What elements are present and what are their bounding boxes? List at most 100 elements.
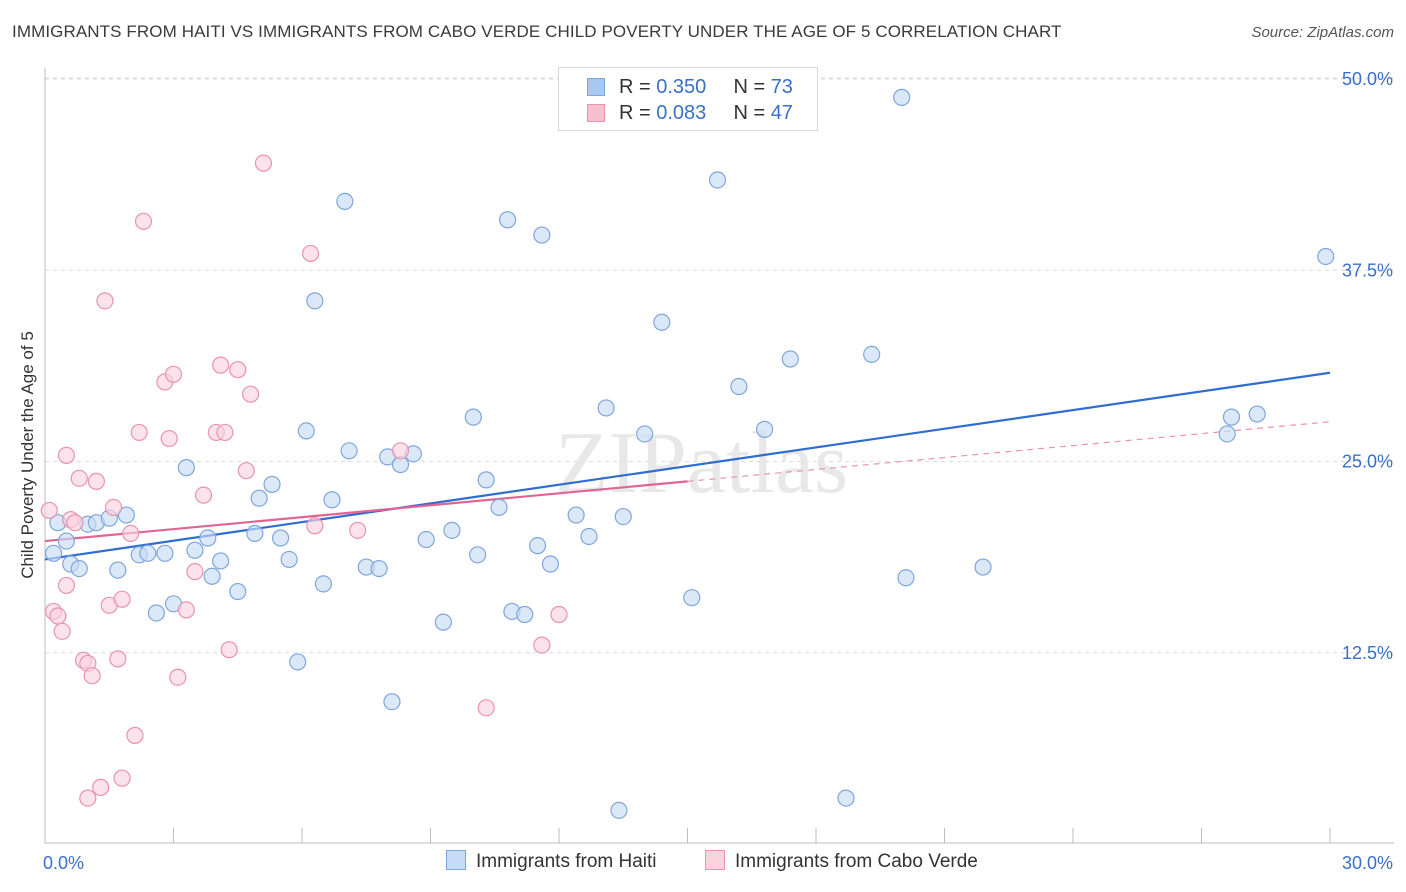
r-label: R = bbox=[619, 76, 657, 98]
haiti-point bbox=[1222, 408, 1241, 426]
haiti-point bbox=[203, 567, 221, 585]
haiti-point bbox=[683, 589, 701, 607]
cabo-verde-point bbox=[96, 292, 114, 310]
cabo-verde-point bbox=[53, 622, 71, 640]
cabo-verde-point bbox=[254, 154, 273, 172]
cabo-verde-point bbox=[57, 446, 76, 464]
cabo-verde-point bbox=[391, 442, 410, 460]
trend-layer bbox=[44, 371, 1331, 561]
haiti-point bbox=[147, 604, 165, 622]
cabo-verde-point bbox=[57, 576, 76, 595]
haiti-point bbox=[212, 552, 230, 570]
haiti-point bbox=[417, 530, 435, 549]
n-value-cabo-verde: 47 bbox=[770, 102, 793, 124]
cabo-verde-point bbox=[87, 472, 106, 490]
haiti-point bbox=[516, 605, 534, 624]
cabo-verde-point bbox=[126, 726, 144, 744]
haiti-point bbox=[755, 420, 774, 438]
haiti-point bbox=[109, 561, 127, 579]
legend-swatch-haiti bbox=[446, 850, 466, 870]
haiti-point bbox=[250, 489, 268, 507]
y-tick-label: 50.0% bbox=[1342, 69, 1393, 89]
haiti-point bbox=[280, 550, 298, 569]
axes-layer bbox=[44, 68, 1394, 844]
cabo-verde-point bbox=[104, 498, 123, 516]
y-tick-label: 37.5% bbox=[1342, 260, 1393, 280]
legend-swatch-cabo-verde bbox=[705, 850, 725, 870]
r-label: R = bbox=[619, 102, 657, 124]
haiti-point bbox=[443, 521, 461, 539]
haiti-point bbox=[199, 529, 217, 547]
cabo-verde-point bbox=[79, 789, 97, 807]
haiti-point bbox=[186, 541, 204, 559]
cabo-verde-point bbox=[229, 361, 247, 379]
cabo-verde-point bbox=[177, 601, 195, 619]
labels-layer: 12.5% 25.0% 37.5% 50.0% 0.0% 30.0% Child Pover… bbox=[18, 69, 1393, 873]
haiti-point bbox=[614, 507, 632, 526]
haiti-point bbox=[597, 399, 615, 417]
cabo-verde-point bbox=[242, 385, 260, 403]
n-label: N = bbox=[733, 102, 771, 124]
haiti-point bbox=[464, 408, 482, 426]
source-label: Source: ZipAtlas.com bbox=[1251, 24, 1394, 41]
legend-item-cabo-verde[interactable]: Immigrants from Cabo Verde bbox=[705, 850, 978, 873]
legend-label-cabo-verde: Immigrants from Cabo Verde bbox=[735, 851, 978, 872]
cabo-verde-point bbox=[212, 356, 230, 374]
y-tick-label: 12.5% bbox=[1342, 643, 1393, 663]
r-value-cabo-verde: 0.083 bbox=[656, 102, 707, 124]
haiti-point bbox=[70, 559, 88, 578]
cabo-verde-point bbox=[113, 769, 131, 787]
cabo-verde-point bbox=[130, 423, 148, 442]
haiti-point bbox=[528, 537, 547, 555]
cabo-verde-point bbox=[92, 778, 110, 796]
cabo-verde-point bbox=[194, 486, 213, 504]
haiti-point bbox=[499, 211, 517, 229]
haiti-trend-line bbox=[44, 371, 1331, 561]
haiti-point bbox=[730, 377, 748, 396]
x-tick-label: 0.0% bbox=[43, 853, 84, 873]
haiti-point bbox=[246, 524, 264, 543]
legend-swatch-cabo-verde bbox=[587, 104, 605, 122]
cabo-verde-point bbox=[40, 501, 58, 520]
cabo-verde-point bbox=[109, 650, 127, 668]
cabo-verde-point bbox=[83, 667, 101, 685]
haiti-point bbox=[370, 559, 388, 578]
y-axis-label: Child Poverty Under the Age of 5 bbox=[18, 331, 37, 579]
haiti-point bbox=[1248, 405, 1266, 423]
haiti-point bbox=[1218, 425, 1236, 443]
cabo-verde-point bbox=[550, 605, 568, 624]
cabo-verde-point bbox=[160, 429, 178, 448]
haiti-point bbox=[1317, 247, 1335, 266]
y-tick-label: 25.0% bbox=[1342, 452, 1393, 472]
haiti-point bbox=[289, 653, 307, 671]
haiti-point bbox=[139, 544, 157, 562]
haiti-point bbox=[580, 527, 598, 546]
legend-item-haiti[interactable]: Immigrants from Haiti bbox=[446, 850, 657, 873]
cabo-verde-point bbox=[186, 563, 204, 581]
cabo-verde-point bbox=[477, 699, 495, 717]
haiti-point bbox=[477, 471, 495, 489]
cabo-verde-point bbox=[122, 524, 140, 543]
cabo-verde-point bbox=[349, 521, 367, 539]
haiti-point bbox=[610, 801, 628, 819]
haiti-point bbox=[837, 789, 855, 807]
cabo-verde-point bbox=[49, 607, 67, 625]
haiti-point bbox=[533, 226, 551, 244]
cabo-verde-point bbox=[301, 244, 320, 263]
haiti-point bbox=[306, 292, 324, 310]
haiti-point bbox=[897, 569, 915, 587]
cabo-verde-point bbox=[134, 212, 153, 230]
cabo-verde-trend-extension bbox=[687, 421, 1331, 482]
cabo-verde-point bbox=[216, 423, 234, 442]
haiti-point bbox=[653, 313, 671, 331]
haiti-point bbox=[57, 532, 76, 550]
haiti-point bbox=[863, 345, 881, 363]
haiti-point bbox=[229, 582, 247, 601]
r-value-haiti: 0.350 bbox=[656, 76, 707, 98]
haiti-point bbox=[340, 442, 358, 460]
haiti-point bbox=[541, 555, 560, 573]
haiti-point bbox=[434, 613, 452, 631]
n-value-haiti: 73 bbox=[770, 76, 793, 98]
cabo-verde-trend-line bbox=[44, 480, 688, 543]
